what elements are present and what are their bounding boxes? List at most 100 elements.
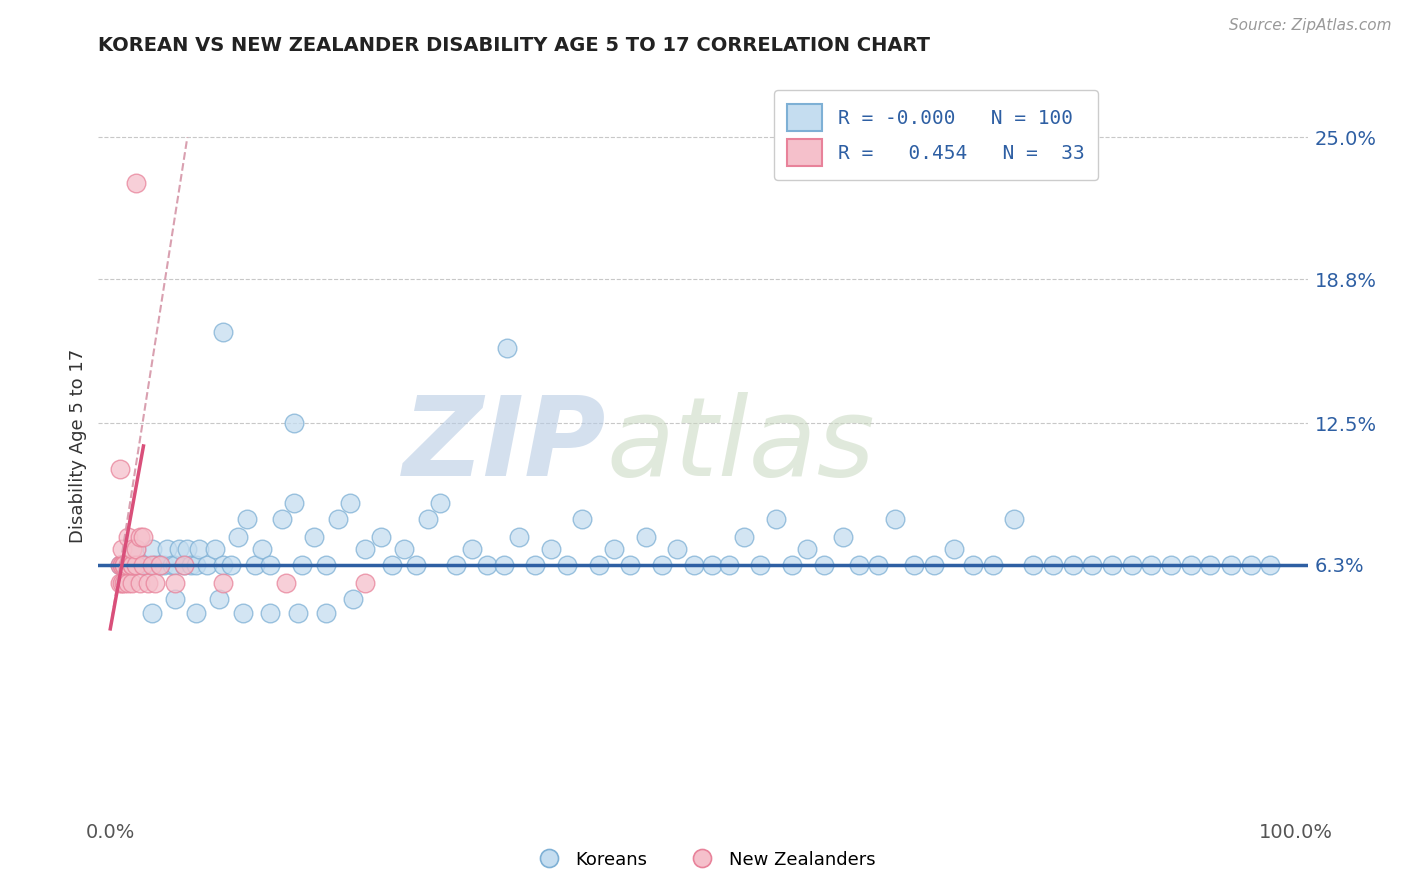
- Point: [748, 558, 770, 572]
- Point: [212, 558, 235, 572]
- Point: [143, 576, 166, 591]
- Point: [682, 558, 704, 572]
- Point: [129, 576, 152, 591]
- Point: [650, 558, 672, 572]
- Point: [429, 496, 451, 510]
- Point: [283, 496, 305, 510]
- Point: [141, 541, 163, 556]
- Point: [274, 576, 297, 591]
- Text: KOREAN VS NEW ZEALANDER DISABILITY AGE 5 TO 17 CORRELATION CHART: KOREAN VS NEW ZEALANDER DISABILITY AGE 5…: [98, 36, 931, 54]
- Point: [508, 530, 530, 544]
- Point: [117, 576, 139, 591]
- Point: [184, 606, 207, 620]
- Point: [903, 558, 925, 572]
- Point: [302, 530, 325, 544]
- Point: [184, 558, 207, 572]
- Point: [665, 541, 688, 556]
- Point: [1121, 558, 1143, 572]
- Point: [1042, 558, 1064, 572]
- Point: [523, 558, 546, 572]
- Point: [243, 558, 266, 572]
- Point: [108, 462, 131, 476]
- Point: [259, 558, 281, 572]
- Point: [129, 530, 152, 544]
- Point: [232, 606, 254, 620]
- Point: [219, 558, 242, 572]
- Point: [226, 530, 249, 544]
- Point: [250, 541, 273, 556]
- Point: [734, 530, 756, 544]
- Point: [108, 558, 131, 572]
- Point: [165, 576, 187, 591]
- Point: [149, 558, 172, 572]
- Point: [496, 341, 519, 355]
- Point: [394, 541, 416, 556]
- Point: [1081, 558, 1104, 572]
- Point: [129, 558, 152, 572]
- Point: [121, 576, 143, 591]
- Point: [125, 541, 148, 556]
- Point: [141, 558, 163, 572]
- Point: [176, 541, 198, 556]
- Point: [1219, 558, 1241, 572]
- Point: [173, 558, 195, 572]
- Point: [259, 606, 281, 620]
- Point: [381, 558, 404, 572]
- Point: [173, 558, 195, 572]
- Point: [636, 530, 658, 544]
- Point: [165, 558, 187, 572]
- Point: [235, 512, 257, 526]
- Point: [204, 541, 226, 556]
- Point: [143, 558, 166, 572]
- Point: [117, 558, 139, 572]
- Point: [416, 512, 439, 526]
- Point: [197, 558, 219, 572]
- Point: [962, 558, 984, 572]
- Point: [1140, 558, 1163, 572]
- Point: [132, 558, 155, 572]
- Point: [121, 558, 143, 572]
- Point: [180, 558, 202, 572]
- Point: [156, 541, 179, 556]
- Point: [813, 558, 835, 572]
- Legend: Koreans, New Zealanders: Koreans, New Zealanders: [523, 844, 883, 876]
- Point: [446, 558, 468, 572]
- Point: [831, 530, 853, 544]
- Point: [271, 512, 294, 526]
- Point: [1021, 558, 1043, 572]
- Point: [1002, 512, 1025, 526]
- Point: [884, 512, 907, 526]
- Point: [339, 496, 361, 510]
- Point: [111, 576, 134, 591]
- Point: [848, 558, 870, 572]
- Point: [780, 558, 803, 572]
- Point: [1258, 558, 1281, 572]
- Point: [943, 541, 966, 556]
- Point: [1101, 558, 1123, 572]
- Point: [370, 530, 392, 544]
- Point: [702, 558, 724, 572]
- Point: [287, 606, 309, 620]
- Point: [160, 558, 183, 572]
- Point: [152, 558, 174, 572]
- Text: Source: ZipAtlas.com: Source: ZipAtlas.com: [1229, 18, 1392, 33]
- Point: [121, 558, 143, 572]
- Point: [315, 606, 337, 620]
- Point: [136, 576, 159, 591]
- Point: [132, 558, 155, 572]
- Point: [492, 558, 515, 572]
- Point: [117, 530, 139, 544]
- Y-axis label: Disability Age 5 to 17: Disability Age 5 to 17: [69, 349, 87, 543]
- Point: [114, 576, 136, 591]
- Point: [922, 558, 945, 572]
- Point: [983, 558, 1005, 572]
- Point: [132, 530, 155, 544]
- Point: [111, 558, 134, 572]
- Point: [1180, 558, 1202, 572]
- Point: [212, 325, 235, 339]
- Point: [477, 558, 499, 572]
- Point: [114, 558, 136, 572]
- Point: [188, 541, 211, 556]
- Point: [718, 558, 741, 572]
- Point: [111, 541, 134, 556]
